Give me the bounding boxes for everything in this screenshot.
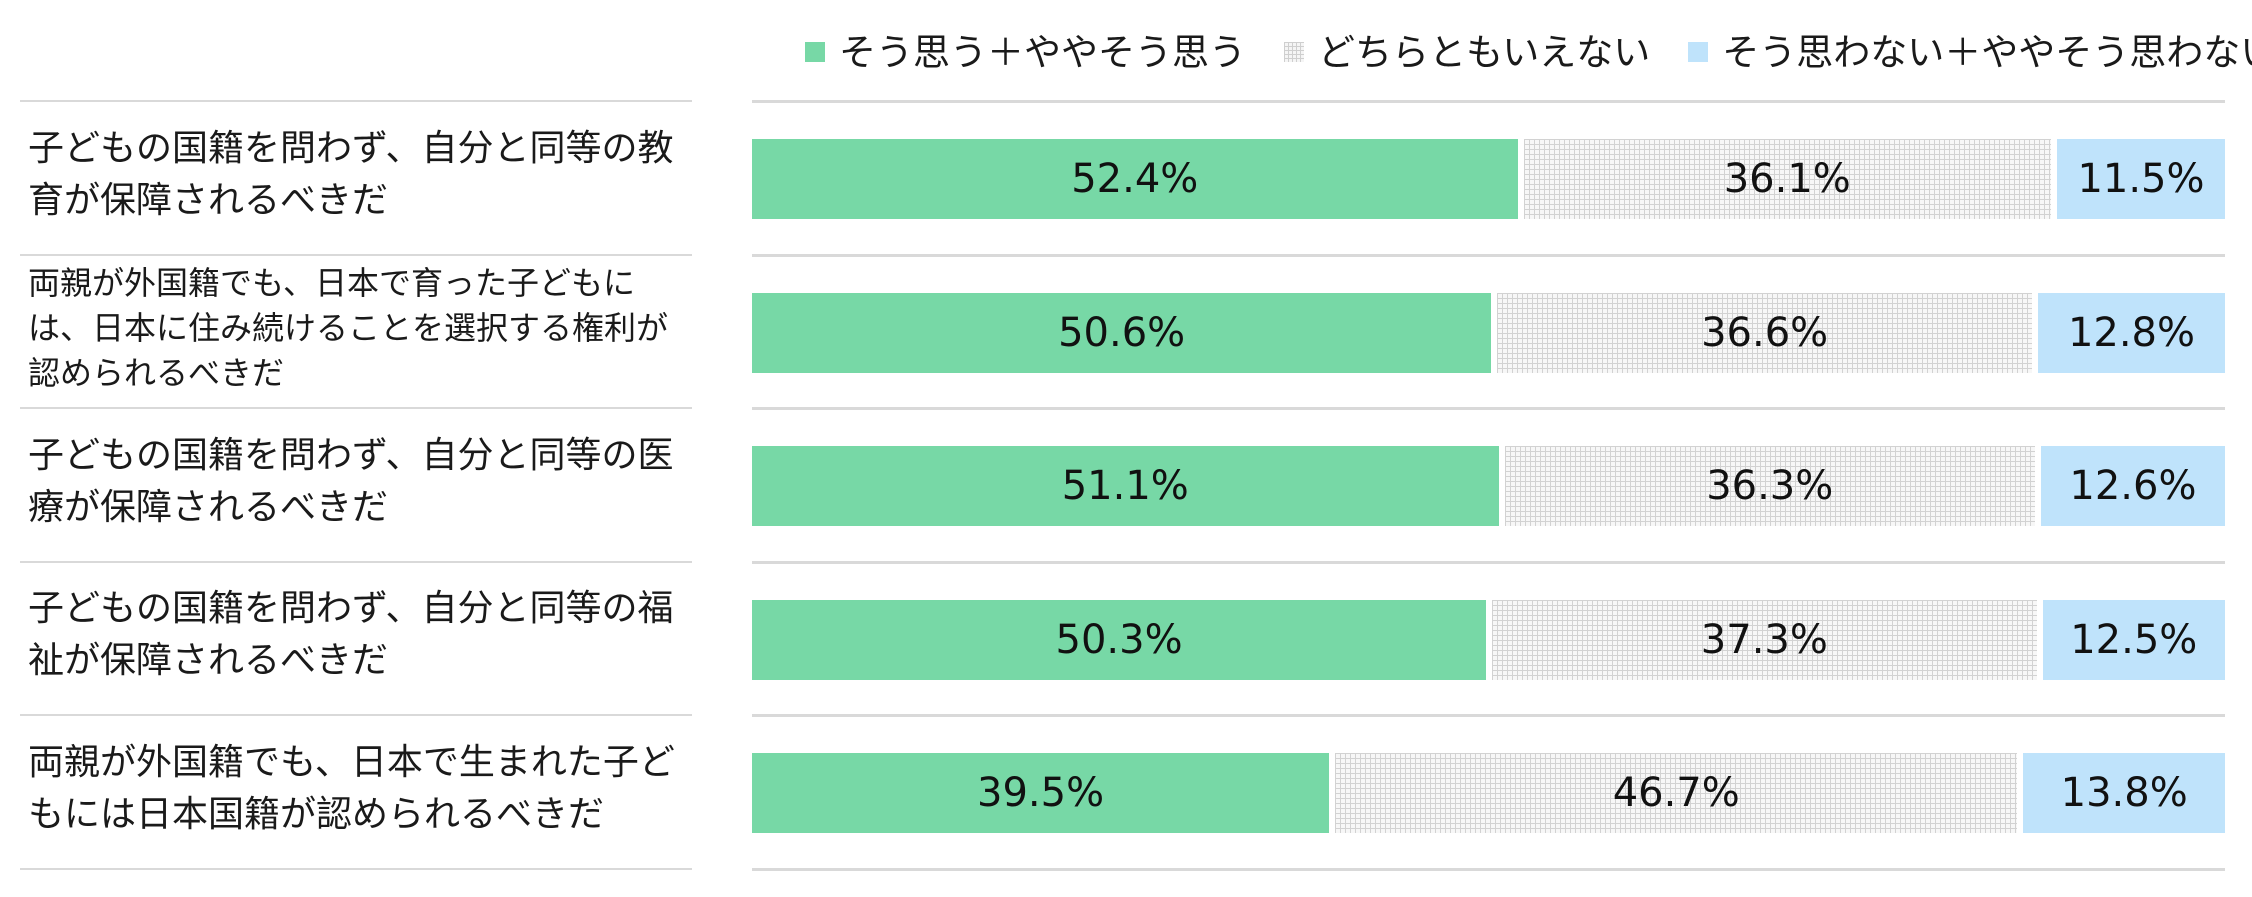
row-separator-right	[752, 253, 2225, 257]
bar-disagree: 11.5%	[2056, 139, 2225, 219]
row-separator-left	[20, 867, 692, 870]
category-label: 両親が外国籍でも、日本で生まれた子ど もには日本国籍が認められるべきだ	[28, 737, 688, 841]
legend-item-disagree: そう思わない＋ややそう思わない	[1688, 34, 2252, 71]
bar-neutral: 36.1%	[1523, 139, 2051, 219]
category-label-line: 祉が保障されるべきだ	[28, 640, 389, 682]
row-separator-left	[20, 100, 692, 102]
row-separator-right	[752, 560, 2225, 564]
data-label: 46.7%	[1612, 770, 1740, 816]
category-label-line: 子どもの国籍を問わず、自分と同等の教	[28, 128, 674, 169]
data-label: 12.5%	[2070, 616, 2198, 663]
bar-agree: 50.6%	[752, 292, 1492, 373]
legend-item-agree: そう思う＋ややそう思う	[805, 34, 1246, 71]
bar-disagree: 12.5%	[2042, 599, 2225, 680]
bar-row: 39.5% 46.7% 13.8%	[752, 753, 2225, 833]
bar-row: 51.1% 36.3% 12.6%	[752, 446, 2225, 526]
bar-neutral: 46.7%	[1335, 753, 2018, 833]
legend-label-disagree: そう思わない＋ややそう思わない	[1722, 30, 2252, 74]
data-label: 36.1%	[1723, 156, 1851, 202]
category-label: 子どもの国籍を問わず、自分と同等の医 療が保障されるべきだ	[28, 430, 688, 534]
category-label: 子どもの国籍を問わず、自分と同等の福 祉が保障されるべきだ	[28, 583, 688, 687]
bar-agree: 51.1%	[752, 446, 1499, 526]
data-label: 12.8%	[2067, 309, 2196, 356]
category-label-line: 子どもの国籍を問わず、自分と同等の医	[28, 435, 674, 476]
row-separator-left	[20, 560, 692, 563]
bar-disagree: 12.6%	[2040, 446, 2225, 526]
legend: そう思う＋ややそう思う どちらともいえない そう思わない＋ややそう思わない	[805, 22, 2252, 82]
row-separator-left	[20, 714, 692, 716]
bar-neutral: 36.6%	[1497, 292, 2032, 373]
data-label: 50.6%	[1058, 309, 1186, 356]
legend-swatch-disagree	[1688, 42, 1709, 62]
category-label: 両親が外国籍でも、日本で育った子どもに は、日本に住み続けることを選択する権利が認…	[28, 261, 688, 395]
data-label: 36.3%	[1706, 463, 1834, 509]
data-label: 13.8%	[2060, 770, 2188, 816]
bar-row: 50.6% 36.6% 12.8%	[752, 292, 2225, 373]
category-label-line: 療が保障されるべきだ	[28, 487, 389, 529]
category-label-line: は、日本に住み続けることを選択する権利が	[28, 308, 669, 347]
data-label: 52.4%	[1071, 156, 1199, 202]
category-label-line: 認められるべきだ	[28, 353, 285, 392]
bar-row: 52.4% 36.1% 11.5%	[752, 139, 2225, 219]
data-label: 50.3%	[1055, 616, 1183, 663]
legend-label-neutral: どちらともいえない	[1318, 30, 1651, 74]
bar-neutral: 37.3%	[1492, 599, 2037, 680]
row-separator-right	[752, 100, 2225, 103]
data-label: 51.1%	[1061, 463, 1189, 509]
legend-item-neutral: どちらともいえない	[1284, 34, 1650, 71]
bar-agree: 52.4%	[752, 139, 1518, 219]
bar-disagree: 12.8%	[2037, 292, 2225, 373]
bar-row: 50.3% 37.3% 12.5%	[752, 599, 2225, 680]
category-label: 子どもの国籍を問わず、自分と同等の教 育が保障されるべきだ	[28, 123, 688, 227]
data-label: 37.3%	[1700, 616, 1828, 663]
category-label-line: 両親が外国籍でも、日本で育った子どもに	[28, 264, 636, 302]
bar-agree: 39.5%	[752, 753, 1330, 833]
data-label: 36.6%	[1701, 309, 1829, 356]
data-label: 12.6%	[2069, 463, 2197, 509]
row-separator-right	[752, 407, 2225, 410]
legend-swatch-neutral	[1284, 42, 1304, 62]
category-label-line: もには日本国籍が認められるべきだ	[28, 794, 605, 836]
data-label: 11.5%	[2077, 156, 2205, 202]
row-separator-right	[752, 714, 2225, 717]
row-separator-right	[752, 867, 2225, 871]
legend-swatch-agree	[805, 42, 825, 62]
row-separator-left	[20, 253, 692, 256]
category-label-line: 子どもの国籍を問わず、自分と同等の福	[28, 588, 674, 629]
bar-disagree: 13.8%	[2023, 753, 2225, 833]
legend-label-agree: そう思う＋ややそう思う	[839, 30, 1246, 74]
row-separator-left	[20, 407, 692, 409]
bar-agree: 50.3%	[752, 599, 1487, 680]
category-label-line: 育が保障されるべきだ	[28, 180, 389, 222]
data-label: 39.5%	[977, 770, 1105, 816]
bar-neutral: 36.3%	[1504, 446, 2035, 526]
category-label-line: 両親が外国籍でも、日本で生まれた子ど	[28, 742, 675, 783]
